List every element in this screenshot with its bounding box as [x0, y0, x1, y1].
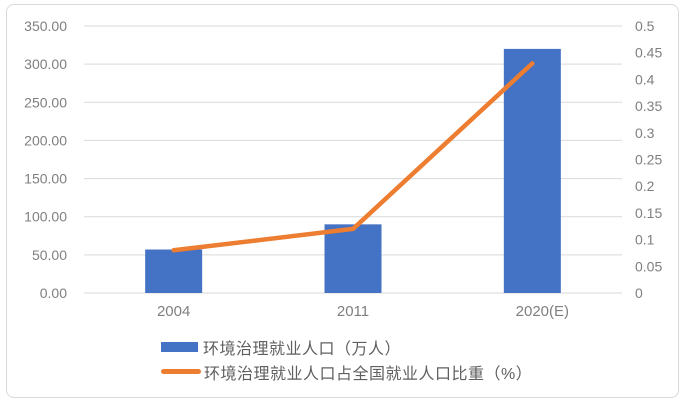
- bar-series-swatch: [161, 341, 198, 352]
- left-axis-tick-label: 0.00: [40, 285, 67, 301]
- right-axis-tick-label: 0.4: [635, 71, 655, 87]
- right-axis-tick-label: 0.15: [635, 205, 662, 221]
- combo-chart: 0.00 50.00 100.00 150.00 200.00 250.00 300.00 3…: [24, 18, 662, 320]
- right-axis-tick-label: 0: [635, 285, 643, 301]
- right-axis-tick-label: 0.1: [635, 232, 655, 248]
- right-axis-tick-label: 0.05: [635, 258, 662, 274]
- bar: [145, 249, 203, 293]
- x-axis-tick-label: 2004: [157, 303, 190, 320]
- legend: 环境治理就业人口（万人） 环境治理就业人口占全国就业人口比重（%）: [161, 338, 532, 383]
- left-axis-tick-label: 200.00: [24, 132, 67, 148]
- x-axis-tick-label: 2020(E): [516, 303, 569, 320]
- legend-item-line-series: 环境治理就业人口占全国就业人口比重（%）: [161, 363, 532, 383]
- trend-line: [171, 61, 535, 253]
- left-axis-tick-label: 350.00: [24, 18, 67, 34]
- right-axis-tick-label: 0.35: [635, 98, 662, 114]
- right-axis-tick-label: 0.5: [635, 18, 655, 34]
- bar: [503, 48, 561, 294]
- line-series-legend-label: 环境治理就业人口占全国就业人口比重（%）: [204, 365, 533, 383]
- bar-series-legend-label: 环境治理就业人口（万人）: [203, 340, 402, 358]
- left-axis-tick-label: 50.00: [32, 247, 67, 263]
- x-axis-tick-label: 2011: [337, 303, 369, 320]
- right-axis-tick-label: 0.3: [635, 125, 655, 141]
- line-series-swatch: [161, 369, 201, 374]
- left-axis-tick-label: 300.00: [24, 56, 67, 72]
- right-axis-tick-label: 0.2: [635, 178, 655, 194]
- bar: [324, 224, 382, 293]
- legend-item-bar-series: 环境治理就业人口（万人）: [161, 338, 532, 358]
- right-axis-tick-label: 0.25: [635, 152, 662, 168]
- left-axis-tick-label: 250.00: [24, 94, 67, 110]
- left-axis-tick-label: 150.00: [24, 171, 67, 187]
- right-axis-tick-label: 0.45: [635, 45, 662, 61]
- left-axis-tick-label: 100.00: [24, 209, 67, 225]
